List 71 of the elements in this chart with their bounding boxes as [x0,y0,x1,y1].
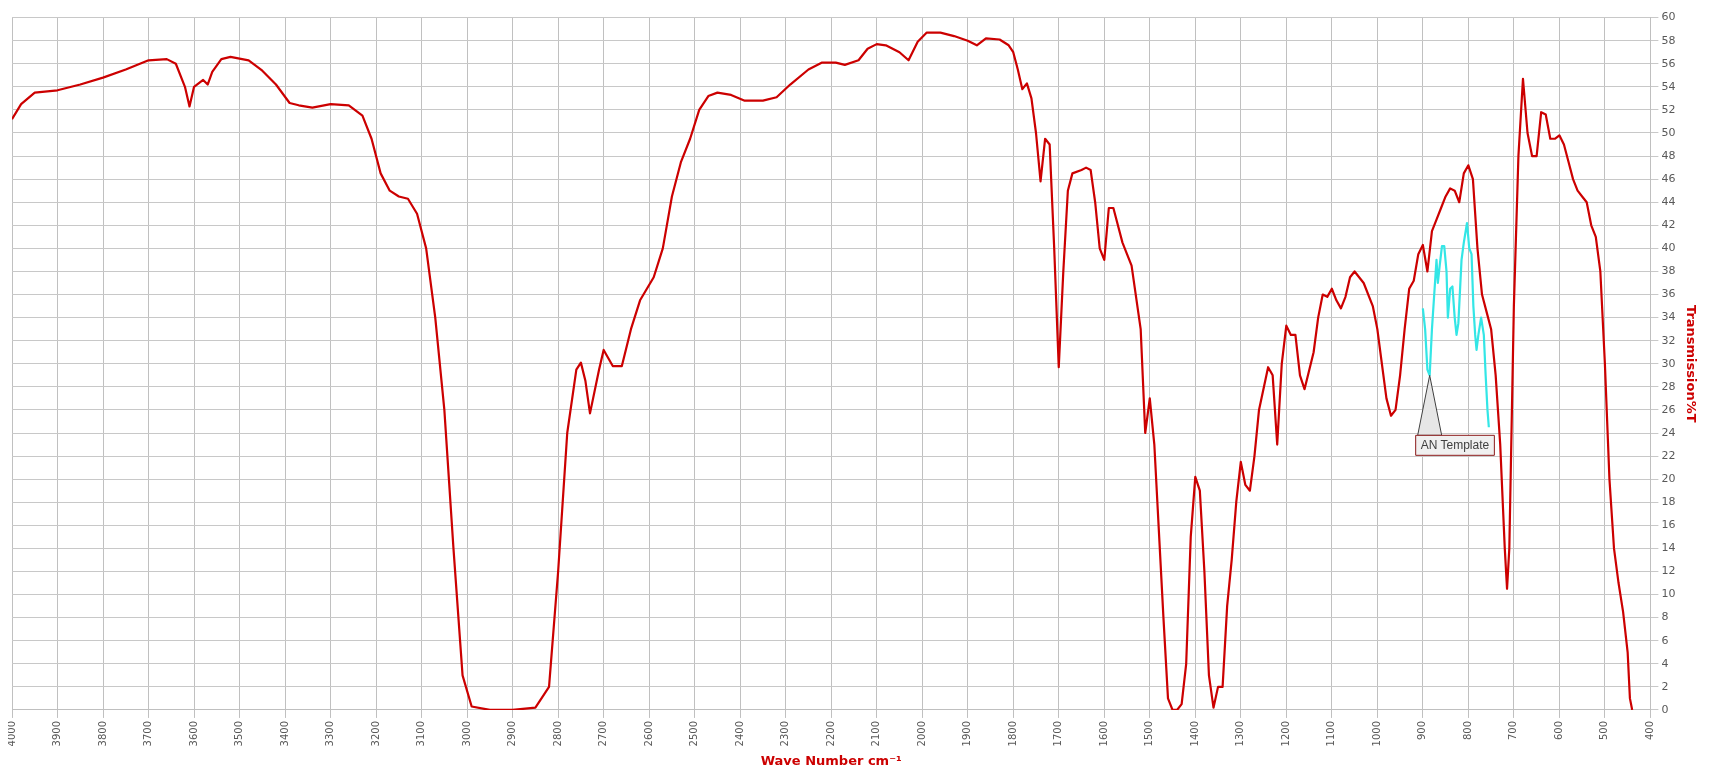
y-tick-label: 48 [1661,148,1676,162]
x-tick-label: 2200 [824,720,836,747]
x-axis-title: Wave Number cm⁻¹ [760,752,902,768]
x-tick-label: 2000 [915,720,927,747]
x-tick-label: 1600 [1097,720,1109,747]
x-tick-label: 2500 [688,720,700,747]
x-tick-label: 700 [1507,720,1519,741]
x-tick-label: 2700 [597,720,609,747]
y-tick-label: 12 [1661,564,1676,578]
x-tick-label: 2100 [870,720,882,747]
x-tick-label: 2900 [506,720,518,747]
y-tick-label: 58 [1661,33,1676,47]
x-tick-label: 3500 [233,720,245,747]
y-tick-label: 10 [1661,587,1676,601]
x-tick-label: 2600 [642,720,654,747]
x-tick-label: 3600 [187,720,199,747]
x-tick-label: 2400 [733,720,745,747]
y-tick-label: 42 [1661,218,1676,232]
y-tick-label: 22 [1661,448,1676,462]
x-tick-label: 1100 [1325,720,1337,747]
y-tick-label: 14 [1661,541,1676,555]
x-tick-label: 1700 [1052,720,1064,747]
y-tick-label: 2 [1661,679,1669,693]
y-tick-label: 8 [1661,610,1669,624]
y-tick-label: 60 [1661,10,1676,24]
y-tick-label: 24 [1661,425,1676,439]
x-tick-label: 2800 [551,720,563,747]
x-tick-label: 1900 [961,720,973,747]
y-tick-label: 34 [1661,310,1676,324]
x-tick-label: 2300 [779,720,791,747]
y-tick-label: 52 [1661,102,1676,116]
y-tick-label: 28 [1661,379,1676,393]
x-tick-label: 600 [1552,720,1564,741]
y-tick-label: 0 [1661,702,1669,716]
x-tick-label: 1200 [1279,720,1291,747]
x-tick-label: 1000 [1370,720,1382,747]
y-tick-label: 18 [1661,495,1676,509]
y-tick-label: 30 [1661,356,1676,370]
x-tick-label: 400 [1644,720,1655,741]
x-tick-label: 4000 [5,720,17,747]
y-tick-label: 50 [1661,125,1676,139]
y-tick-label: 44 [1661,195,1676,209]
x-tick-label: 900 [1416,720,1428,741]
y-tick-label: 32 [1661,333,1676,347]
y-tick-label: 54 [1661,79,1676,93]
x-tick-label: 1500 [1143,720,1155,747]
x-tick-label: 3800 [96,720,108,747]
y-tick-label: 20 [1661,472,1676,486]
x-tick-label: 3000 [460,720,472,747]
x-tick-label: 3900 [51,720,63,747]
x-tick-label: 3700 [142,720,154,747]
y-tick-label: 4 [1661,656,1669,670]
y-tick-label: 26 [1661,402,1676,416]
annotation: AN Template [1420,437,1490,452]
x-tick-label: 1300 [1234,720,1246,747]
y-tick-label: 6 [1661,633,1669,647]
y-tick-label: 46 [1661,172,1676,186]
y-tick-label: 40 [1661,241,1676,255]
x-tick-label: 800 [1461,720,1473,741]
y-tick-label: 36 [1661,287,1676,301]
x-tick-label: 3400 [278,720,290,747]
y-tick-label: 38 [1661,264,1676,278]
x-tick-label: 1400 [1188,720,1200,747]
x-tick-label: 3200 [369,720,381,747]
x-tick-label: 3300 [324,720,336,747]
y-tick-label: 56 [1661,56,1676,70]
x-tick-label: 1800 [1006,720,1018,747]
y-axis-title: Transmission%T [1683,304,1699,423]
y-tick-label: 16 [1661,518,1676,532]
x-tick-label: 500 [1598,720,1610,741]
x-tick-label: 3100 [415,720,427,747]
